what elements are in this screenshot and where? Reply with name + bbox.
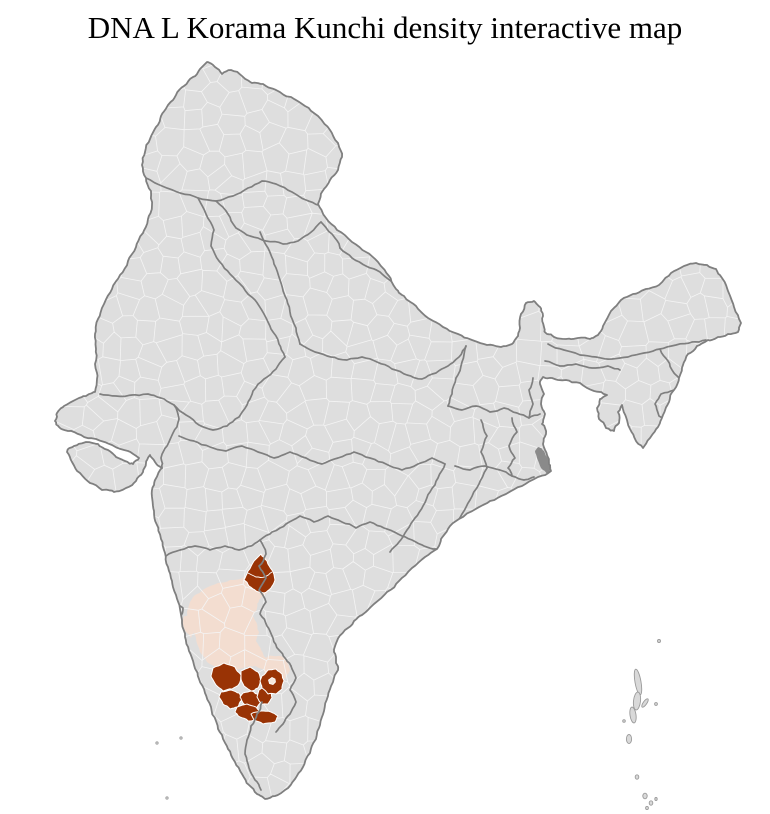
dark-district-north[interactable] [243,553,276,594]
andaman-nicobar-island[interactable] [641,698,650,708]
andaman-nicobar-island[interactable] [633,668,643,696]
dense-district-patch-east [535,447,551,474]
andaman-nicobar-island[interactable] [657,639,661,643]
andaman-nicobar-island[interactable] [632,691,642,711]
lakshadweep-island[interactable] [155,741,159,745]
andaman-nicobar-island[interactable] [629,706,637,724]
andaman-nicobar-island[interactable] [634,774,640,780]
andaman-nicobar-island[interactable] [648,800,654,806]
andaman-nicobar-island[interactable] [654,797,658,801]
andaman-nicobar-island[interactable] [622,719,626,723]
dark-district-mid-west[interactable] [218,689,243,710]
lakshadweep-island[interactable] [165,796,169,800]
light-density-coastal-district[interactable] [182,614,196,638]
dark-district-mid-north[interactable] [240,666,262,692]
andaman-nicobar-island[interactable] [654,702,658,706]
andaman-nicobar-island[interactable] [625,734,633,744]
ring-district-hole[interactable] [268,677,276,685]
district-split-line [247,571,273,578]
national-border [54,61,742,800]
state-borders [99,177,707,791]
lakshadweep-island[interactable] [179,736,183,740]
andaman-nicobar-island[interactable] [642,792,648,800]
page-title: DNA L Korama Kunchi density interactive … [87,10,683,45]
dark-district-cluster-south [210,553,285,725]
andaman-nicobar-island[interactable] [645,805,649,811]
islands [155,639,661,811]
dark-district-west[interactable] [210,662,242,692]
